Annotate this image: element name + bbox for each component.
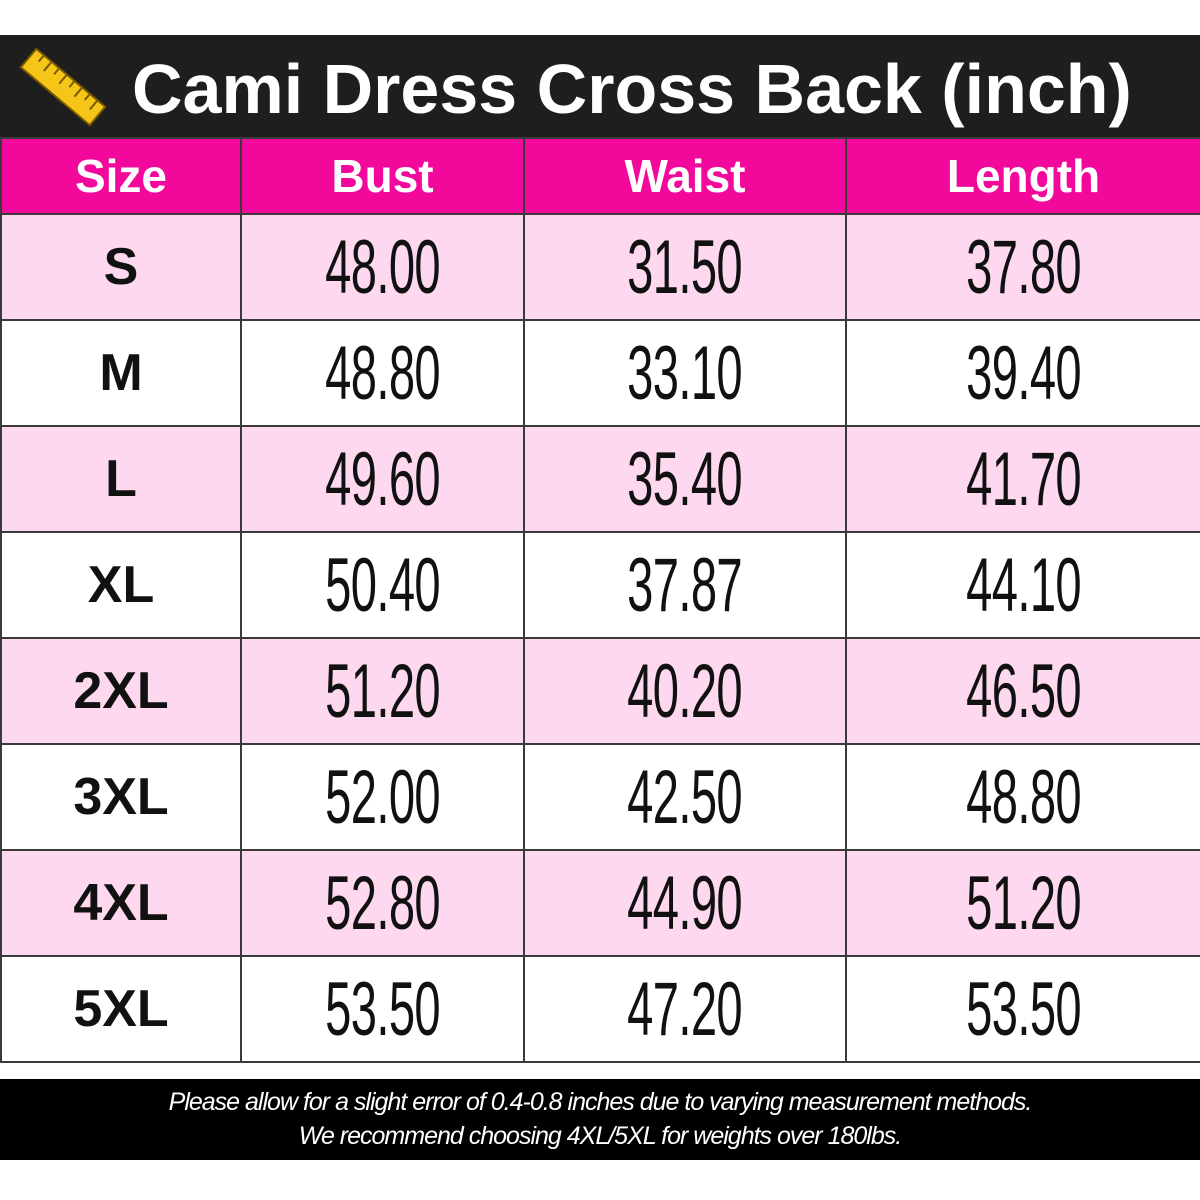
footer-note: We recommend choosing 4XL/5XL for weight… <box>298 1122 902 1150</box>
size-cell: XL <box>0 531 242 639</box>
size-cell: S <box>0 213 242 321</box>
measure-cell: 41.70 <box>845 425 1200 533</box>
size-cell: 2XL <box>0 637 242 745</box>
measure-value: 46.50 <box>966 648 1081 734</box>
column-header: Bust <box>240 137 525 215</box>
table-row: M 48.80 33.10 39.40 <box>0 319 1200 427</box>
measure-cell: 46.50 <box>845 637 1200 745</box>
measure-cell: 53.50 <box>240 955 525 1063</box>
measure-cell: 51.20 <box>845 849 1200 957</box>
measure-cell: 37.87 <box>523 531 847 639</box>
measure-value: 52.80 <box>325 860 440 946</box>
size-cell: 5XL <box>0 955 242 1063</box>
size-cell: 4XL <box>0 849 242 957</box>
header-row: Size Bust Waist Length <box>0 137 1200 215</box>
measure-value: 44.10 <box>966 542 1081 628</box>
measure-value: 48.00 <box>325 224 440 310</box>
measure-cell: 52.00 <box>240 743 525 851</box>
measure-cell: 44.90 <box>523 849 847 957</box>
table-row: XL 50.40 37.87 44.10 <box>0 531 1200 639</box>
measure-cell: 31.50 <box>523 213 847 321</box>
measure-cell: 49.60 <box>240 425 525 533</box>
footer-note: Please allow for a slight error of 0.4-0… <box>168 1088 1033 1116</box>
column-header: Length <box>845 137 1200 215</box>
measure-value: 42.50 <box>627 754 743 840</box>
table-row: 5XL 53.50 47.20 53.50 <box>0 955 1200 1063</box>
title: Cami Dress Cross Back (inch) <box>132 50 1132 128</box>
measure-value: 40.20 <box>627 648 743 734</box>
measure-value: 35.40 <box>627 436 743 522</box>
measure-value: 50.40 <box>325 542 440 628</box>
measure-cell: 48.00 <box>240 213 525 321</box>
table-row: S 48.00 31.50 37.80 <box>0 213 1200 321</box>
measure-cell: 42.50 <box>523 743 847 851</box>
size-cell: L <box>0 425 242 533</box>
size-table: Size Bust Waist Length S 48.00 31.50 37.80 M 48.… <box>0 137 1200 1063</box>
measure-cell: 50.40 <box>240 531 525 639</box>
ruler-icon <box>19 47 107 127</box>
measure-cell: 47.20 <box>523 955 847 1063</box>
measure-value: 48.80 <box>325 330 440 416</box>
measure-value: 51.20 <box>966 860 1081 946</box>
measure-cell: 48.80 <box>240 319 525 427</box>
measure-value: 39.40 <box>966 330 1081 416</box>
measure-cell: 39.40 <box>845 319 1200 427</box>
table-row: L 49.60 35.40 41.70 <box>0 425 1200 533</box>
measure-cell: 33.10 <box>523 319 847 427</box>
title-bar: Cami Dress Cross Back (inch) <box>0 35 1200 137</box>
table-row: 4XL 52.80 44.90 51.20 <box>0 849 1200 957</box>
measure-value: 31.50 <box>627 224 743 310</box>
measure-value: 51.20 <box>325 648 440 734</box>
column-header: Waist <box>523 137 847 215</box>
table-row: 2XL 51.20 40.20 46.50 <box>0 637 1200 745</box>
measure-value: 52.00 <box>325 754 440 840</box>
measure-cell: 48.80 <box>845 743 1200 851</box>
measure-value: 47.20 <box>627 966 743 1052</box>
measure-value: 53.50 <box>966 966 1081 1052</box>
measure-value: 48.80 <box>966 754 1081 840</box>
measure-value: 41.70 <box>966 436 1081 522</box>
size-cell: 3XL <box>0 743 242 851</box>
column-header: Size <box>0 137 242 215</box>
measure-value: 37.87 <box>627 542 743 628</box>
measure-value: 44.90 <box>627 860 743 946</box>
measure-value: 53.50 <box>325 966 440 1052</box>
measure-cell: 40.20 <box>523 637 847 745</box>
measure-cell: 51.20 <box>240 637 525 745</box>
table-row: 3XL 52.00 42.50 48.80 <box>0 743 1200 851</box>
measure-value: 49.60 <box>325 436 440 522</box>
measure-cell: 37.80 <box>845 213 1200 321</box>
measure-cell: 44.10 <box>845 531 1200 639</box>
measure-cell: 35.40 <box>523 425 847 533</box>
measure-cell: 53.50 <box>845 955 1200 1063</box>
measure-value: 37.80 <box>966 224 1081 310</box>
footer: Please allow for a slight error of 0.4-0… <box>0 1079 1200 1160</box>
measure-value: 33.10 <box>627 330 743 416</box>
measure-cell: 52.80 <box>240 849 525 957</box>
size-cell: M <box>0 319 242 427</box>
